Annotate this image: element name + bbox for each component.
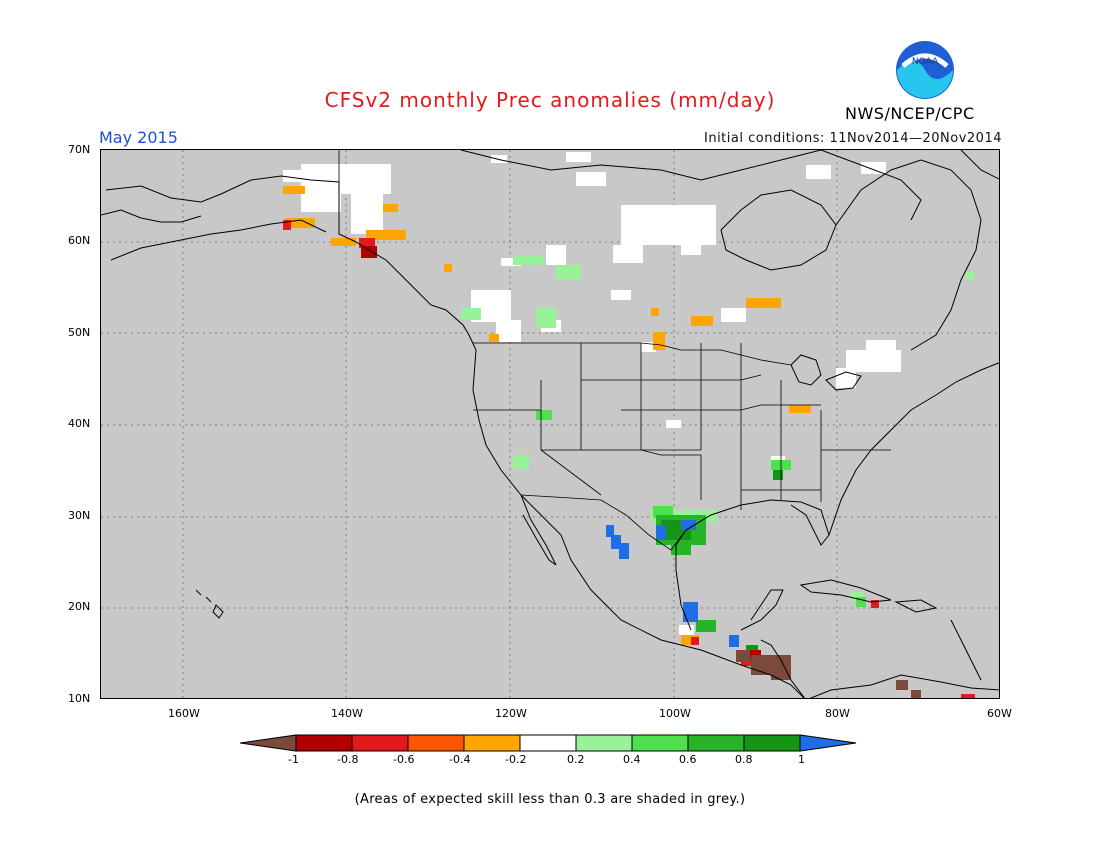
- lon-label-80w: 80W: [825, 707, 850, 720]
- lon-label-120w: 120W: [495, 707, 527, 720]
- chart-title: CFSv2 monthly Prec anomalies (mm/day): [324, 88, 776, 112]
- coastlines: [101, 150, 999, 698]
- lat-label-40n: 40N: [68, 417, 91, 430]
- anomaly-light-green: [461, 255, 974, 602]
- lat-label-20n: 20N: [68, 600, 91, 613]
- colorbar-swatch-9: [743, 734, 801, 752]
- lon-label-160w: 160W: [168, 707, 200, 720]
- colorbar-label-neg08: -0.8: [337, 753, 359, 766]
- skill-note: (Areas of expected skill less than 0.3 a…: [354, 792, 746, 807]
- colorbar-label-neg1: -1: [288, 753, 299, 766]
- colorbar-label-08: 0.8: [735, 753, 753, 766]
- colorbar-swatch-6: [575, 734, 633, 752]
- agency-label: NWS/NCEP/CPC: [845, 104, 975, 123]
- colorbar-swatch-10: [799, 734, 857, 752]
- colorbar: [240, 734, 857, 752]
- logo-text: NOAA: [912, 57, 939, 67]
- anomaly-neutral: [283, 152, 901, 635]
- lat-label-10n: 10N: [68, 692, 91, 705]
- initial-conditions: Initial conditions: 11Nov2014—20Nov2014: [704, 131, 1002, 146]
- anomaly-blue: [606, 520, 739, 647]
- colorbar-label-04: 0.4: [623, 753, 641, 766]
- lat-label-60n: 60N: [68, 234, 91, 247]
- colorbar-swatch-7: [631, 734, 689, 752]
- colorbar-swatch-3: [407, 734, 465, 752]
- colorbar-label-neg06: -0.6: [393, 753, 415, 766]
- colorbar-swatch-1: [295, 734, 353, 752]
- colorbar-label-06: 0.6: [679, 753, 697, 766]
- anomaly-dark-red: [361, 246, 773, 665]
- lon-label-140w: 140W: [331, 707, 363, 720]
- colorbar-label-neg04: -0.4: [449, 753, 471, 766]
- colorbar-label-1: 1: [798, 753, 805, 766]
- lat-label-70n: 70N: [68, 143, 91, 156]
- lon-label-60w: 60W: [987, 707, 1012, 720]
- grid: [101, 150, 999, 698]
- lat-label-30n: 30N: [68, 509, 91, 522]
- colorbar-swatch-0: [240, 734, 297, 752]
- lat-label-50n: 50N: [68, 326, 91, 339]
- colorbar-label-02: 0.2: [567, 753, 585, 766]
- lon-label-100w: 100W: [659, 707, 691, 720]
- colorbar-label-neg02: -0.2: [505, 753, 527, 766]
- map-panel: [100, 149, 1000, 699]
- colorbar-swatch-4: [463, 734, 521, 752]
- colorbar-swatch-2: [351, 734, 409, 752]
- period-label: May 2015: [99, 128, 178, 147]
- noaa-logo: NOAA: [896, 41, 954, 99]
- boundaries: [338, 150, 891, 551]
- colorbar-swatch-5: [519, 734, 577, 752]
- colorbar-swatch-8: [687, 734, 745, 752]
